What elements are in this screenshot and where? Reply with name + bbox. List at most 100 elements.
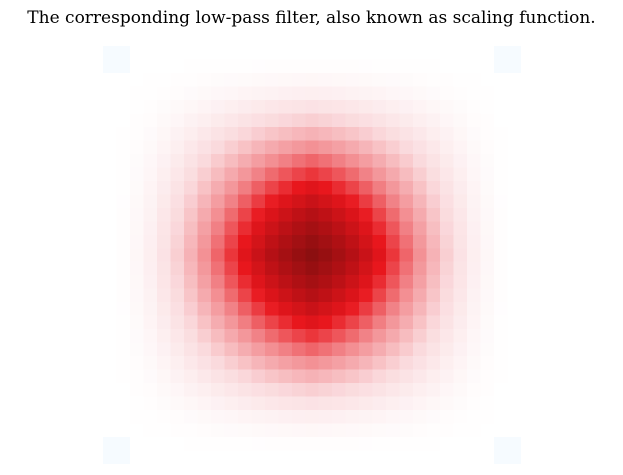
heatmap-cell: [224, 248, 239, 263]
heatmap-cell: [305, 207, 320, 222]
heatmap-cell: [453, 99, 468, 114]
heatmap-cell: [183, 396, 198, 411]
heatmap-cell: [426, 153, 441, 168]
heatmap-cell: [399, 356, 414, 371]
heatmap-cell: [197, 396, 212, 411]
heatmap-cell: [507, 396, 521, 411]
heatmap-cell: [156, 288, 171, 303]
heatmap-cell: [183, 113, 198, 128]
heatmap-cell: [494, 275, 508, 290]
heatmap-cell: [264, 207, 279, 222]
heatmap-cell: [291, 86, 306, 101]
heatmap-cell: [413, 140, 428, 155]
heatmap-cell: [264, 221, 279, 236]
heatmap-cell: [480, 410, 495, 424]
heatmap-cell: [251, 396, 266, 411]
heatmap-cell: [305, 99, 320, 114]
heatmap-cell: [426, 423, 441, 438]
heatmap-cell: [440, 261, 454, 276]
heatmap-cell: [359, 221, 374, 236]
heatmap-cell: [440, 248, 454, 263]
heatmap-cell: [426, 329, 441, 344]
heatmap-cell: [386, 126, 401, 141]
heatmap-cell: [480, 396, 495, 411]
heatmap-cell: [386, 383, 401, 397]
heatmap-cell: [345, 140, 360, 155]
heatmap-cell: [332, 288, 347, 303]
heatmap-cell: [413, 113, 428, 128]
heatmap-cell: [143, 153, 158, 168]
heatmap-cell: [156, 329, 171, 344]
heatmap-cell: [426, 437, 441, 451]
heatmap-cell: [224, 450, 239, 464]
heatmap-cell: [129, 72, 144, 87]
heatmap-cell: [183, 302, 198, 317]
heatmap-cell: [103, 234, 117, 249]
heatmap-cell: [278, 248, 293, 263]
heatmap-cell: [251, 315, 266, 330]
heatmap-cell: [251, 46, 266, 60]
heatmap-cell: [116, 302, 131, 317]
heatmap-cell: [116, 140, 131, 155]
heatmap-cell: [426, 234, 441, 249]
heatmap-cell: [372, 275, 387, 290]
heatmap-cell: [426, 140, 441, 155]
heatmap-cell: [305, 342, 320, 357]
heatmap-cell: [359, 275, 374, 290]
heatmap-cell: [399, 396, 414, 411]
heatmap-cell: [237, 113, 252, 128]
heatmap-cell: [251, 288, 266, 303]
heatmap-cell: [143, 140, 158, 155]
heatmap-cell: [332, 275, 347, 290]
heatmap-cell: [467, 383, 481, 397]
heatmap-cell: [264, 437, 279, 451]
heatmap-cell: [251, 450, 266, 464]
heatmap-cell: [507, 99, 521, 114]
heatmap-cell: [156, 234, 171, 249]
heatmap-cell: [359, 315, 374, 330]
heatmap-cell: [507, 59, 521, 74]
heatmap-cell: [345, 437, 360, 451]
heatmap-cell: [224, 113, 239, 128]
heatmap-cell: [237, 180, 252, 195]
heatmap-cell: [116, 113, 131, 128]
heatmap-cell: [440, 302, 454, 317]
heatmap-cell: [372, 221, 387, 236]
heatmap-cell: [143, 383, 158, 397]
heatmap-cell: [399, 248, 414, 263]
heatmap-cell: [399, 99, 414, 114]
heatmap-cell: [467, 99, 481, 114]
heatmap-cell: [278, 450, 293, 464]
heatmap-cell: [332, 329, 347, 344]
heatmap-cell: [359, 410, 374, 424]
heatmap-cell: [156, 437, 171, 451]
heatmap-cell: [467, 194, 481, 209]
heatmap-cell: [359, 207, 374, 222]
heatmap-cell: [413, 180, 428, 195]
heatmap-cell: [264, 396, 279, 411]
heatmap-cell: [386, 356, 401, 371]
heatmap-cell: [278, 140, 293, 155]
heatmap-cell: [453, 396, 468, 411]
heatmap-cell: [359, 423, 374, 438]
heatmap-cell: [116, 86, 131, 101]
heatmap-cell: [507, 126, 521, 141]
heatmap-cell: [143, 356, 158, 371]
heatmap-cell: [129, 356, 144, 371]
heatmap-cell: [237, 86, 252, 101]
heatmap-cell: [480, 383, 495, 397]
heatmap-cell: [332, 126, 347, 141]
heatmap-cell: [332, 450, 347, 464]
heatmap-cell: [291, 423, 306, 438]
heatmap-cell: [251, 410, 266, 424]
heatmap-cell: [345, 167, 360, 182]
heatmap-cell: [183, 288, 198, 303]
heatmap-cell: [116, 410, 131, 424]
heatmap-cell: [278, 356, 293, 371]
heatmap-cell: [103, 437, 117, 451]
heatmap-cell: [413, 207, 428, 222]
heatmap-cell: [332, 342, 347, 357]
heatmap-cell: [224, 180, 239, 195]
heatmap-cell: [156, 86, 171, 101]
heatmap-cell: [143, 167, 158, 182]
